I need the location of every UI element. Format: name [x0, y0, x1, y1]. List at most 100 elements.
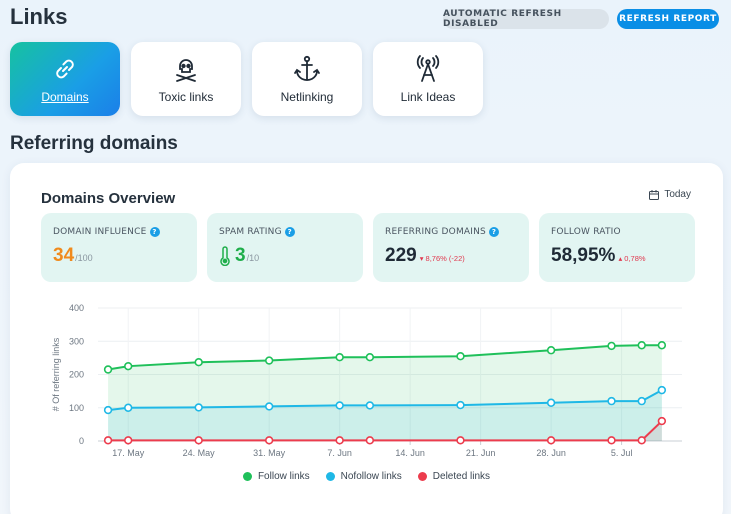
data-point	[657, 385, 667, 395]
auto-refresh-status-button[interactable]: AUTOMATIC REFRESH DISABLED	[443, 9, 609, 29]
card-value: 3	[235, 245, 246, 266]
card-domain-influence: DOMAIN INFLUENCE ? 34 /100	[41, 213, 197, 282]
data-point	[194, 357, 203, 367]
data-point	[637, 341, 646, 350]
metric-cards: DOMAIN INFLUENCE ? 34 /100 SPAM RATING ?…	[41, 213, 695, 282]
anchor-icon	[294, 55, 320, 81]
link-icon	[56, 59, 74, 79]
tab-label: Domains	[41, 90, 89, 104]
section-title: Referring domains	[10, 133, 178, 154]
y-axis-title: # Of referring links	[51, 337, 61, 411]
card-spam-rating: SPAM RATING ? 3 /10	[207, 213, 363, 282]
legend-label: Follow links	[257, 471, 310, 482]
data-point	[456, 400, 465, 410]
card-suffix: /100	[75, 253, 93, 263]
data-point	[657, 341, 667, 350]
domains-overview-panel: Domains Overview Today DOMAIN INFLUENCE …	[10, 163, 723, 514]
x-tick-label: 5. Jul	[611, 448, 633, 458]
data-point	[264, 356, 274, 365]
card-label-row: FOLLOW RATIO	[551, 227, 683, 237]
data-point	[657, 416, 667, 426]
x-tick-label: 24. May	[183, 448, 216, 458]
x-tick-label: 28. Jun	[536, 448, 566, 458]
series-area-1	[108, 345, 662, 441]
data-point	[607, 396, 616, 406]
legend-item-nofollow[interactable]: Nofollow links	[325, 471, 402, 482]
y-tick-label: 200	[69, 370, 84, 380]
card-delta: ▾ 8,76% (-22)	[419, 254, 465, 263]
legend-item-follow[interactable]: Follow links	[242, 471, 310, 482]
card-label-row: REFERRING DOMAINS ?	[385, 227, 517, 237]
data-point	[103, 436, 113, 445]
data-point	[103, 405, 113, 415]
legend-dot	[325, 472, 335, 481]
tab-link-ideas[interactable]: Link Ideas	[373, 42, 483, 116]
legend-dot	[242, 472, 252, 481]
data-point	[637, 396, 646, 406]
data-point	[124, 403, 133, 412]
tab-netlinking[interactable]: Netlinking	[252, 42, 362, 116]
data-point	[456, 352, 465, 361]
calendar-icon	[649, 189, 660, 200]
card-value: 34	[53, 245, 75, 266]
tab-label: Netlinking	[280, 90, 334, 104]
tool-tabs: Domains Toxic links Netlinking Link Idea…	[10, 42, 483, 116]
data-point	[264, 402, 274, 411]
card-referring-domains: REFERRING DOMAINS ? 229 ▾ 8,76% (-22)	[373, 213, 529, 282]
data-point	[103, 365, 113, 374]
x-tick-label: 14. Jun	[395, 448, 425, 458]
data-point	[124, 361, 133, 371]
data-point	[546, 346, 556, 355]
y-tick-label: 0	[79, 436, 84, 446]
legend-dot	[417, 472, 427, 481]
data-point	[335, 436, 344, 445]
data-point	[264, 436, 274, 445]
card-value-row: 229 ▾ 8,76% (-22)	[385, 245, 517, 267]
data-point	[456, 436, 465, 445]
card-label-row: DOMAIN INFLUENCE ?	[53, 227, 185, 237]
legend-item-deleted[interactable]: Deleted links	[417, 471, 491, 482]
card-label: REFERRING DOMAINS	[385, 227, 486, 237]
panel-title: Domains Overview	[41, 190, 176, 207]
tab-toxic-links[interactable]: Toxic links	[131, 42, 241, 116]
card-label-row: SPAM RATING ?	[219, 227, 351, 237]
x-tick-label: 21. Jun	[466, 448, 496, 458]
card-label: SPAM RATING	[219, 227, 282, 237]
data-point	[194, 403, 203, 412]
card-label: FOLLOW RATIO	[551, 227, 621, 237]
thermometer-icon	[220, 246, 230, 266]
antenna-icon	[416, 55, 440, 82]
data-point	[546, 436, 556, 445]
y-tick-label: 100	[69, 403, 84, 413]
help-icon[interactable]: ?	[284, 227, 295, 237]
refresh-report-button[interactable]: REFRESH REPORT	[617, 9, 719, 29]
card-label: DOMAIN INFLUENCE	[53, 227, 147, 237]
data-point	[335, 401, 344, 410]
card-value: 229	[385, 245, 417, 266]
skull-crossbones-icon	[176, 59, 196, 82]
date-filter-label: Today	[664, 189, 691, 200]
help-icon[interactable]: ?	[149, 227, 160, 237]
card-value-row: 58,95% ▴ 0,78%	[551, 245, 683, 267]
y-tick-label: 400	[69, 303, 84, 313]
card-delta: ▴ 0,78%	[618, 254, 646, 263]
legend-label: Nofollow links	[340, 471, 402, 482]
data-point	[365, 353, 375, 362]
x-tick-label: 7. Jun	[327, 448, 352, 458]
data-point	[607, 341, 616, 351]
card-suffix: /10	[246, 253, 260, 263]
tab-domains[interactable]: Domains	[10, 42, 120, 116]
page-title: Links	[10, 4, 68, 29]
help-icon[interactable]: ?	[488, 227, 499, 237]
data-point	[365, 401, 375, 410]
data-point	[546, 398, 556, 407]
data-point	[637, 436, 646, 445]
y-tick-label: 300	[69, 336, 84, 346]
legend-label: Deleted links	[432, 471, 491, 482]
card-follow-ratio: FOLLOW RATIO 58,95% ▴ 0,78%	[539, 213, 695, 282]
tab-label: Toxic links	[158, 90, 214, 104]
date-filter[interactable]: Today	[649, 189, 691, 200]
x-tick-label: 31. May	[253, 448, 286, 458]
data-point	[365, 436, 375, 445]
data-point	[335, 353, 344, 362]
